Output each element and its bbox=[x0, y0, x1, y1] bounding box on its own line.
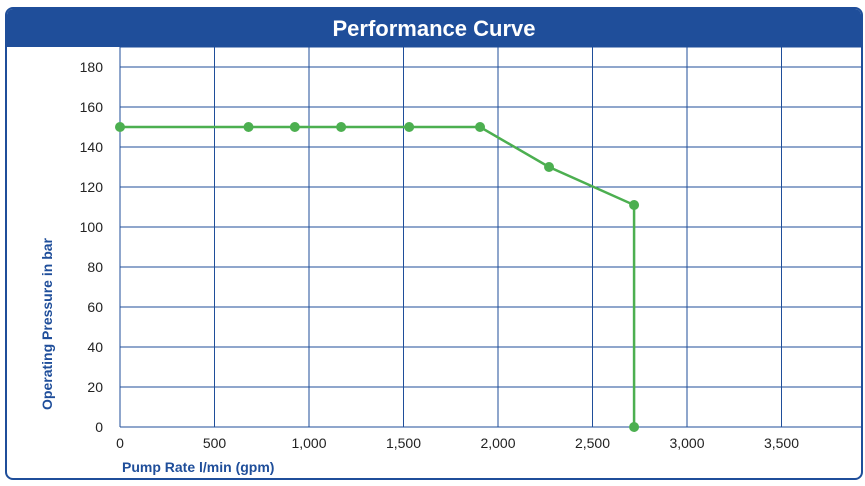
x-tick-label: 1,500 bbox=[386, 435, 421, 451]
data-point bbox=[115, 122, 125, 132]
y-axis-title: Operating Pressure in bar bbox=[39, 237, 55, 409]
x-tick-label: 0 bbox=[116, 435, 124, 451]
y-tick-label: 140 bbox=[80, 139, 104, 155]
series-line bbox=[120, 125, 636, 427]
data-point bbox=[544, 162, 555, 172]
y-tick-labels: 0 20 40 60 80 100 120 140 160 180 bbox=[80, 59, 104, 435]
series-layer bbox=[115, 122, 640, 432]
y-tick-label: 160 bbox=[80, 99, 104, 115]
y-tick-label: 100 bbox=[80, 219, 104, 235]
data-point bbox=[243, 122, 254, 132]
x-tick-label: 3,000 bbox=[669, 435, 704, 451]
y-tick-label: 20 bbox=[87, 379, 103, 395]
x-tick-label: 3,500 bbox=[764, 435, 799, 451]
data-point bbox=[475, 122, 486, 132]
y-tick-label: 80 bbox=[87, 259, 103, 275]
data-point bbox=[629, 200, 640, 210]
data-point bbox=[336, 122, 347, 132]
chart-panel: Performance Curve bbox=[5, 7, 863, 480]
y-tick-label: 60 bbox=[87, 299, 103, 315]
data-point bbox=[289, 122, 300, 132]
x-tick-label: 500 bbox=[203, 435, 227, 451]
data-point bbox=[404, 122, 415, 132]
x-axis-title: Pump Rate l/min (gpm) bbox=[122, 459, 274, 475]
y-tick-label: 40 bbox=[87, 339, 103, 355]
y-tick-label: 180 bbox=[80, 59, 104, 75]
chart-title: Performance Curve bbox=[7, 9, 861, 47]
grid-lines bbox=[119, 46, 862, 428]
data-point bbox=[629, 422, 640, 432]
y-tick-label: 120 bbox=[80, 179, 104, 195]
x-tick-label: 1,000 bbox=[291, 435, 326, 451]
x-tick-labels: 0 500 1,000 1,500 2,000 2,500 3,000 3,500 bbox=[116, 435, 799, 451]
y-tick-label: 0 bbox=[95, 419, 103, 435]
x-tick-label: 2,500 bbox=[575, 435, 610, 451]
x-tick-label: 2,000 bbox=[480, 435, 515, 451]
